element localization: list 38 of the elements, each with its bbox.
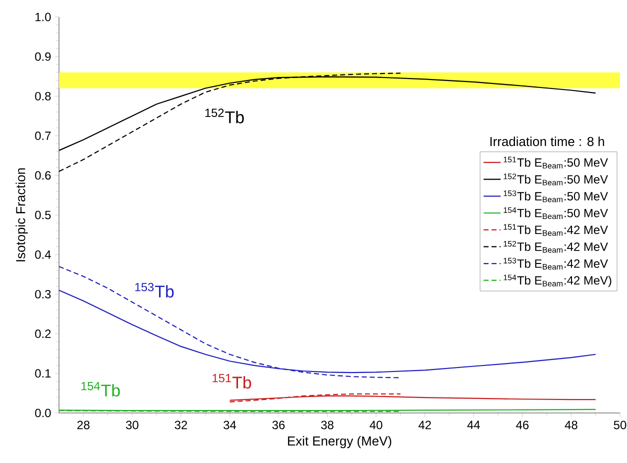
x-tick-label: 28 [77,420,90,430]
x-axis-title: Exit Energy (MeV) [288,436,392,448]
x-tick-label: 40 [370,420,382,430]
x-tick-label: 30 [126,420,138,430]
x-tick-label: 34 [224,420,236,430]
x-tick-label: 44 [467,420,480,429]
legend-label: $^{152}$Tb E$_{Beam}$:42 MeV [504,240,608,253]
y-tick-label: 0.8 [35,92,51,100]
y-tick-label: 0.6 [35,171,51,180]
annotation: $^{153}$Tb [135,282,174,298]
y-tick-label: 0.2 [35,330,51,338]
x-tick-label: 36 [272,420,285,430]
y-tick-label: 0.7 [35,132,51,140]
y-tick-label: 0.5 [35,210,51,220]
annotation: $^{152}$Tb [205,108,244,124]
x-tick-label: 42 [418,420,431,430]
legend-label: $^{154}$Tb E$_{Beam}$:42 MeV) [504,274,612,287]
y-tick-label: 0.3 [35,290,51,298]
x-tick-label: 32 [174,420,188,430]
y-tick-label: 1.0 [36,12,51,22]
x-tick-label: 38 [321,420,334,430]
legend-label: $^{152}$Tb E$_{Beam}$:50 MeV [504,174,608,186]
y-axis-title: Isotopic Fraction [16,168,28,262]
legend-label: $^{154}$Tb E$_{Beam}$:50 MeV [504,207,608,220]
legend-label: $^{151}$Tb E$_{Beam}$:42 MeV [504,224,608,236]
legend-title: Irradiation time : 8 h [490,136,604,146]
annotation: $^{154}$Tb [81,382,120,397]
legend-label: $^{153}$Tb E$_{Beam}$:50 MeV [504,190,608,202]
x-tick-label: 48 [564,420,578,430]
annotation: $^{151}$Tb [212,374,252,389]
y-tick-label: 0.9 [35,52,51,61]
legend-label: $^{153}$Tb E$_{Beam}$:42 MeV [504,258,608,270]
y-tick-label: 0.4 [35,250,51,259]
x-tick-label: 46 [516,420,529,430]
x-tick-label: 50 [614,420,626,430]
legend-label: $^{151}$Tb E$_{Beam}$:50 MeV [504,156,608,168]
y-tick-label: 0.0 [35,408,51,418]
y-tick-label: 0.1 [35,369,51,378]
